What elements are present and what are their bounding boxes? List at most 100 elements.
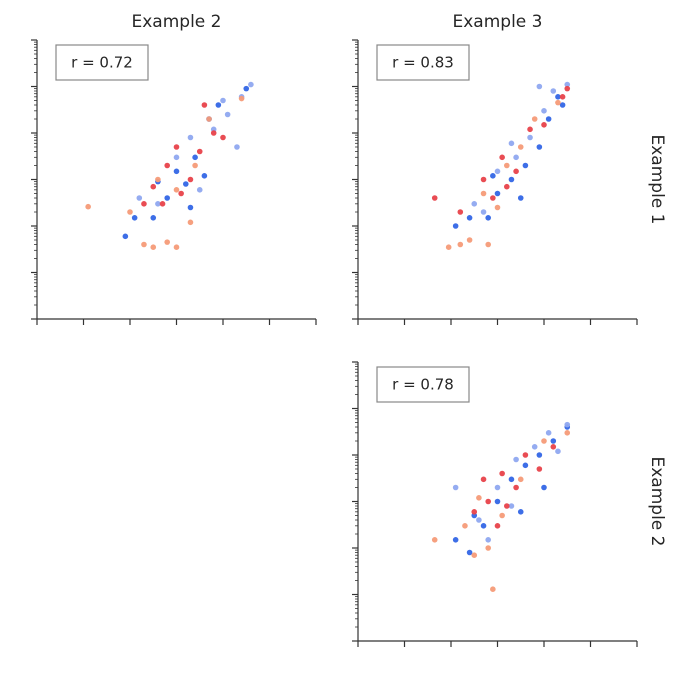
- annotation-box: [376, 366, 470, 403]
- annotation: r = 0.72: [71, 54, 133, 72]
- point: [508, 140, 515, 147]
- point: [187, 176, 194, 183]
- point: [564, 430, 571, 436]
- point: [215, 102, 222, 108]
- point: [517, 509, 524, 515]
- point: [471, 552, 478, 559]
- point: [550, 444, 557, 450]
- point: [550, 88, 557, 94]
- point: [564, 85, 571, 92]
- point: [164, 195, 170, 201]
- point: [504, 162, 510, 169]
- point: [541, 122, 547, 128]
- point: [517, 195, 524, 201]
- point: [155, 201, 161, 207]
- point: [164, 162, 170, 169]
- point: [522, 452, 529, 458]
- point: [201, 173, 208, 179]
- point: [490, 195, 496, 201]
- point: [545, 430, 552, 436]
- point: [536, 144, 543, 150]
- point: [431, 537, 438, 543]
- point: [141, 201, 147, 207]
- point: [508, 503, 515, 509]
- point: [513, 484, 519, 491]
- point: [536, 466, 543, 472]
- point: [550, 438, 557, 444]
- point: [178, 190, 184, 197]
- point: [522, 162, 529, 169]
- point: [541, 484, 547, 491]
- point: [555, 94, 561, 100]
- point: [494, 168, 501, 175]
- point: [173, 187, 180, 193]
- point: [196, 148, 203, 155]
- point: [480, 523, 487, 529]
- point: [485, 537, 492, 543]
- point: [504, 183, 510, 190]
- row-label: Example 1: [647, 135, 667, 225]
- point: [471, 509, 478, 515]
- point: [485, 545, 492, 551]
- point: [206, 116, 212, 122]
- point: [494, 523, 501, 529]
- point: [494, 190, 501, 197]
- point: [159, 201, 166, 207]
- point: [141, 241, 147, 248]
- point: [462, 523, 468, 529]
- point: [517, 476, 524, 483]
- point: [457, 241, 464, 248]
- point: [187, 134, 194, 141]
- point: [476, 495, 482, 501]
- point: [480, 190, 487, 197]
- annotation: r = 0.83: [392, 54, 454, 72]
- point: [150, 215, 157, 221]
- point: [559, 94, 566, 100]
- row-label: Example 2: [647, 457, 667, 547]
- point: [513, 456, 519, 463]
- point: [196, 187, 203, 193]
- point: [183, 181, 189, 187]
- point: [531, 116, 538, 122]
- point: [187, 204, 194, 211]
- point: [508, 176, 515, 183]
- point: [155, 176, 161, 183]
- point: [466, 549, 473, 556]
- point: [494, 204, 501, 211]
- point: [527, 134, 533, 141]
- point: [173, 154, 180, 161]
- point: [541, 438, 547, 444]
- point: [485, 215, 492, 221]
- annotation-box: [376, 44, 470, 81]
- point: [452, 484, 459, 491]
- point: [210, 130, 217, 136]
- point: [545, 116, 552, 122]
- annotation-box: [55, 44, 149, 81]
- point: [494, 484, 501, 491]
- point: [127, 209, 133, 215]
- point: [173, 144, 180, 150]
- point: [136, 195, 143, 201]
- point: [173, 168, 180, 175]
- point: [150, 183, 157, 190]
- point: [564, 421, 571, 428]
- point: [508, 476, 515, 483]
- point: [201, 102, 208, 108]
- point: [517, 144, 524, 150]
- point: [164, 239, 170, 245]
- point: [559, 102, 566, 108]
- point: [499, 470, 505, 477]
- point: [224, 111, 231, 118]
- point: [499, 512, 505, 519]
- point: [480, 176, 487, 183]
- point: [555, 99, 561, 106]
- point: [220, 134, 226, 141]
- point: [531, 444, 538, 450]
- point: [476, 517, 482, 523]
- point: [85, 203, 91, 210]
- point: [527, 126, 533, 133]
- point: [192, 154, 198, 161]
- point: [504, 503, 510, 509]
- point: [150, 244, 157, 251]
